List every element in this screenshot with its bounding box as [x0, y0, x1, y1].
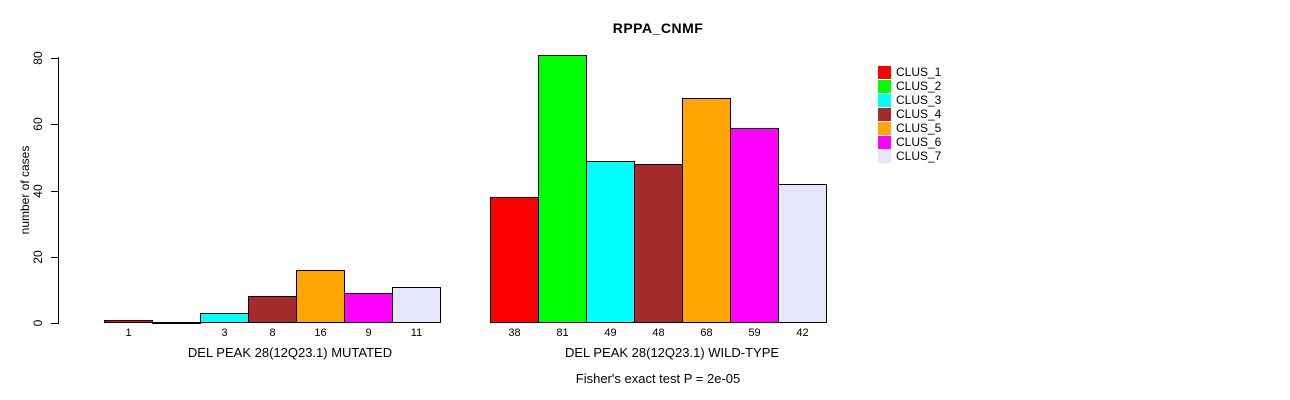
- y-tick-mark: [51, 58, 59, 59]
- legend-label: CLUS_1: [896, 64, 942, 79]
- bar: [104, 320, 153, 323]
- y-tick-label: 0: [31, 319, 45, 327]
- y-tick-label: 20: [31, 250, 45, 264]
- bar-value-label: 81: [556, 327, 569, 339]
- y-tick-label: 80: [31, 51, 45, 65]
- bar: [248, 296, 297, 323]
- y-tick-label: 40: [31, 184, 45, 198]
- legend-label: CLUS_3: [896, 92, 942, 107]
- bar-value-label: 49: [604, 327, 617, 339]
- legend-swatch: [878, 135, 891, 149]
- legend-item: CLUS_7: [878, 149, 941, 163]
- bar-value-label: 68: [700, 327, 713, 339]
- y-tick-mark: [51, 124, 59, 125]
- bar: [682, 98, 731, 323]
- legend-item: CLUS_2: [878, 79, 941, 93]
- bar-value-label: 48: [652, 327, 665, 339]
- legend-item: CLUS_1: [878, 65, 941, 79]
- legend-swatch: [878, 79, 891, 93]
- bar: [538, 55, 587, 323]
- bar-value-label: 9: [365, 327, 372, 339]
- bar-value-label: 16: [314, 327, 327, 339]
- bar-value-label: 38: [508, 327, 521, 339]
- legend-item: CLUS_4: [878, 107, 941, 121]
- bar: [730, 128, 779, 323]
- bar: [152, 322, 201, 324]
- bar-value-label: 1: [125, 327, 132, 339]
- legend-swatch: [878, 121, 891, 135]
- legend-label: CLUS_7: [896, 148, 942, 163]
- bar: [200, 313, 249, 323]
- legend-swatch: [878, 65, 891, 79]
- y-tick-label: 60: [31, 117, 45, 131]
- legend-swatch: [878, 149, 891, 163]
- bar-value-label: 8: [269, 327, 276, 339]
- legend-item: CLUS_3: [878, 93, 941, 107]
- bar: [490, 197, 539, 323]
- y-axis-line: [58, 57, 59, 324]
- legend-label: CLUS_2: [896, 78, 942, 93]
- bar: [296, 270, 345, 323]
- bar-value-label: 59: [748, 327, 761, 339]
- legend-swatch: [878, 93, 891, 107]
- y-tick-mark: [51, 191, 59, 192]
- bar-value-label: 42: [796, 327, 809, 339]
- bar: [392, 287, 441, 323]
- legend-swatch: [878, 107, 891, 121]
- y-axis-title: number of cases: [18, 145, 32, 235]
- legend-label: CLUS_5: [896, 120, 942, 135]
- legend: CLUS_1 CLUS_2 CLUS_3 CLUS_4 CLUS_5 CLUS_6 CLUS…: [878, 65, 941, 163]
- group-label-wild-type: DEL PEAK 28(12Q23.1) WILD-TYPE: [564, 345, 780, 360]
- bar: [344, 293, 393, 323]
- legend-label: CLUS_6: [896, 134, 942, 149]
- fisher-test-footnote: Fisher's exact test P = 2e-05: [575, 371, 741, 386]
- bar: [778, 184, 827, 323]
- legend-label: CLUS_4: [896, 106, 942, 121]
- bar: [634, 164, 683, 323]
- bar-value-label: 11: [410, 327, 423, 339]
- group-label-mutated: DEL PEAK 28(12Q23.1) MUTATED: [187, 345, 393, 360]
- bar-value-label: 3: [221, 327, 228, 339]
- y-tick-mark: [51, 323, 59, 324]
- y-tick-mark: [51, 257, 59, 258]
- bar: [586, 161, 635, 323]
- legend-item: CLUS_6: [878, 135, 941, 149]
- legend-item: CLUS_5: [878, 121, 941, 135]
- chart-title: RPPA_CNMF: [612, 20, 704, 36]
